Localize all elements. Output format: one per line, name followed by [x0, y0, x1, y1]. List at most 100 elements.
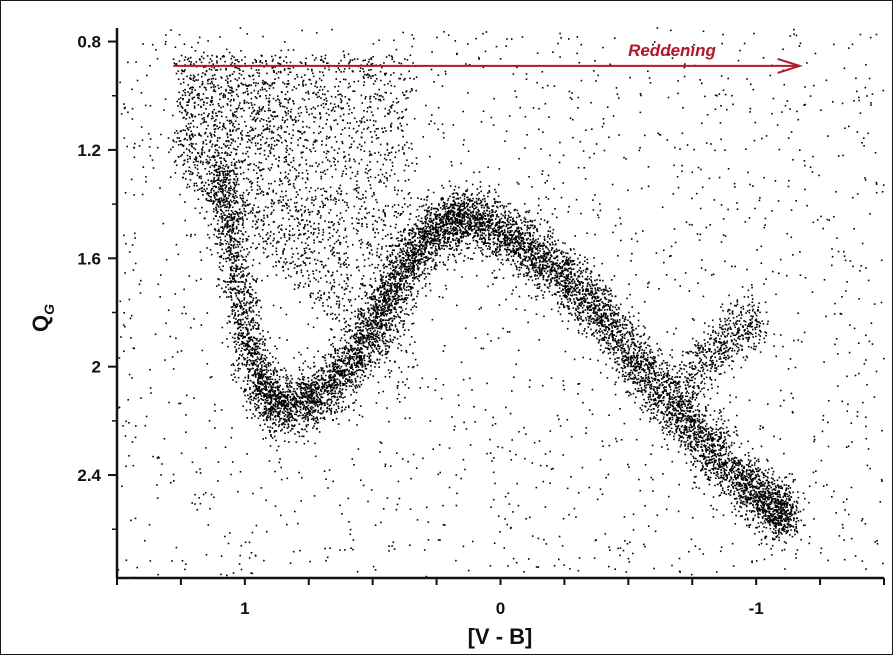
data-point [209, 195, 211, 198]
data-point [256, 388, 258, 390]
data-point [447, 241, 450, 243]
data-point [467, 196, 469, 199]
data-point [229, 286, 232, 289]
data-point [241, 300, 243, 302]
data-point [425, 227, 427, 230]
data-point [593, 284, 596, 287]
data-point [608, 299, 610, 301]
data-point [622, 367, 624, 370]
data-point [743, 492, 746, 494]
data-point [427, 207, 429, 209]
data-point [682, 409, 685, 412]
data-point [529, 276, 531, 278]
data-point [756, 503, 758, 505]
data-point [303, 393, 306, 396]
data-point [420, 250, 422, 253]
data-point [713, 461, 716, 464]
data-point [616, 331, 618, 334]
data-point [263, 408, 266, 410]
data-point [486, 209, 489, 212]
data-point [254, 375, 257, 377]
data-point [213, 192, 216, 195]
data-point [331, 342, 334, 345]
data-point [597, 341, 600, 344]
data-point [770, 514, 773, 517]
data-point [248, 309, 251, 311]
data-point [602, 279, 604, 282]
data-point [358, 369, 360, 371]
data-point [255, 281, 258, 283]
data-point [769, 516, 771, 519]
data-point [383, 335, 386, 338]
data-point [300, 412, 302, 414]
data-point [317, 400, 319, 403]
data-point [574, 253, 576, 255]
data-point [436, 235, 439, 237]
data-point [264, 398, 267, 401]
data-point [622, 337, 624, 339]
data-point [687, 447, 689, 450]
data-point [654, 393, 657, 395]
data-point [430, 208, 432, 211]
data-point [433, 207, 436, 210]
data-point [739, 483, 741, 485]
data-point [352, 389, 354, 391]
data-point [698, 410, 700, 413]
data-point [589, 291, 592, 294]
data-point [637, 381, 639, 383]
data-point [222, 265, 224, 267]
data-point [473, 208, 475, 210]
data-point [340, 357, 343, 360]
data-point [658, 422, 661, 424]
data-point [785, 502, 788, 505]
data-point [672, 394, 674, 396]
data-point [252, 309, 254, 312]
data-point [680, 368, 683, 370]
data-point [765, 479, 768, 482]
data-point [576, 280, 579, 282]
data-point [231, 313, 233, 315]
data-point [784, 514, 787, 516]
data-point [492, 210, 494, 213]
data-point [429, 212, 432, 214]
data-point [405, 351, 408, 354]
data-point [398, 243, 401, 245]
data-point [513, 237, 516, 239]
data-point [215, 199, 217, 201]
data-point [563, 281, 566, 284]
data-point [403, 284, 405, 286]
data-point [442, 235, 445, 237]
data-point [802, 508, 805, 511]
data-point [626, 297, 628, 300]
data-point [711, 430, 713, 432]
data-point [396, 288, 398, 291]
data-point [708, 460, 710, 462]
data-point [493, 269, 496, 272]
data-point [261, 398, 264, 401]
data-point [233, 267, 235, 269]
data-point [302, 394, 304, 397]
data-point [657, 406, 659, 409]
data-point [246, 356, 249, 359]
data-point [355, 341, 357, 344]
data-point [739, 463, 742, 465]
data-point [456, 249, 458, 251]
data-point [508, 210, 510, 213]
data-point [337, 402, 340, 404]
data-point [407, 224, 409, 226]
data-point [788, 513, 791, 515]
data-point [671, 382, 673, 384]
data-point [719, 465, 721, 467]
data-point [397, 237, 399, 239]
data-point [388, 263, 390, 266]
data-point [286, 375, 289, 378]
data-point [678, 388, 680, 391]
data-point [442, 261, 445, 264]
data-point [459, 212, 462, 215]
data-point [313, 403, 315, 405]
data-point [441, 184, 443, 187]
data-point [369, 373, 372, 376]
data-point [217, 182, 219, 184]
data-point [562, 295, 565, 297]
data-point [378, 358, 381, 361]
